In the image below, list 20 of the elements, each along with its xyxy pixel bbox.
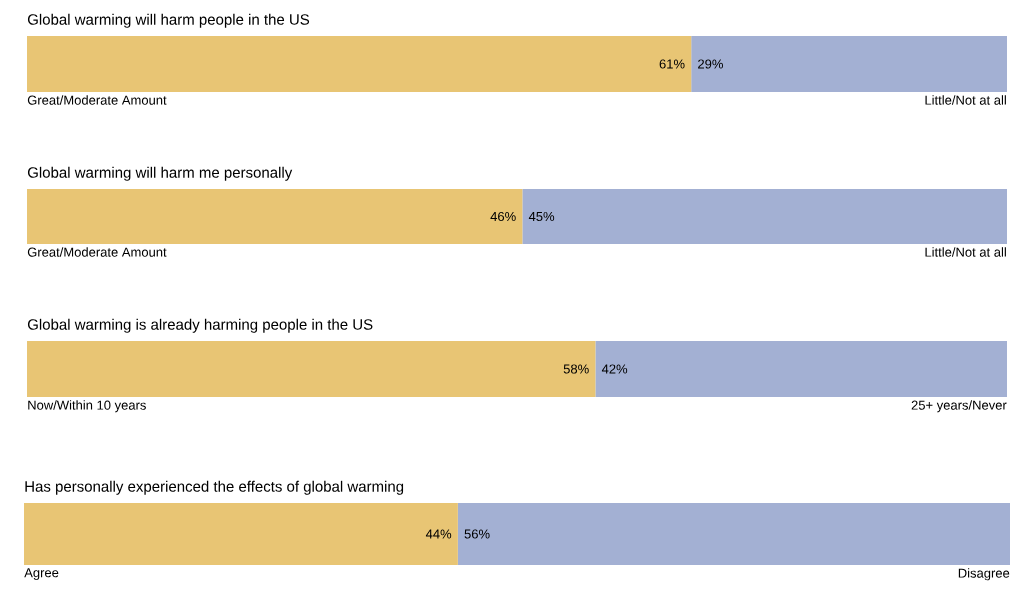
data-label: 46%	[490, 211, 516, 222]
series-label: Little/Not at all	[925, 247, 1006, 257]
series-label: 25+ years/Never	[911, 400, 1007, 413]
series-label: Great/Moderate Amount	[27, 95, 167, 105]
chart-title: Global warming will harm people in the US	[27, 13, 310, 28]
series-label: Disagree	[958, 568, 1010, 581]
series-label: Great/Moderate Amount	[27, 247, 167, 257]
data-label: 42%	[601, 364, 628, 374]
data-label: 45%	[528, 211, 555, 222]
series-label: Little/Not at all	[925, 95, 1006, 105]
chart-title: Global warming will harm me personally	[27, 166, 293, 181]
data-label: 56%	[464, 529, 490, 539]
data-label: 29%	[698, 59, 723, 69]
data-label: 44%	[425, 529, 452, 539]
series-label: Now/Within 10 years	[28, 400, 146, 413]
data-label: 61%	[659, 59, 685, 69]
chart-title: Global warming is already harming people in the US	[27, 318, 373, 333]
series-label: Agree	[24, 568, 59, 580]
chart-title: Has personally experienced the effects of global warming	[25, 480, 404, 495]
data-label: 58%	[563, 364, 589, 374]
